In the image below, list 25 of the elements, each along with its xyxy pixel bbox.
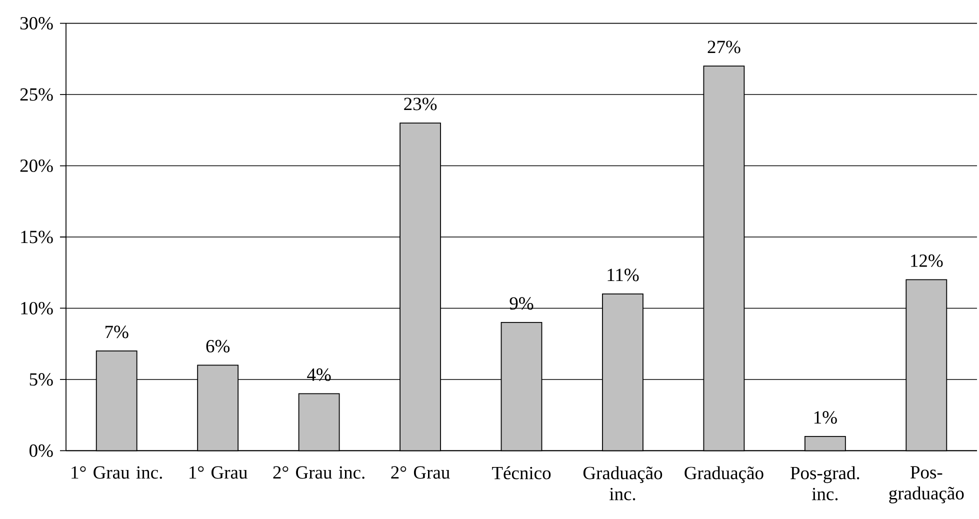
x-tick-label: Pos-graduação: [889, 466, 964, 504]
data-label: 1%: [814, 411, 837, 424]
data-label: 23%: [404, 98, 437, 110]
y-tick-label: 30%: [20, 17, 53, 30]
y-tick-label: 20%: [20, 159, 53, 172]
x-tick-label: Graduação: [684, 466, 764, 484]
y-tick-label: 25%: [20, 88, 53, 101]
data-label: 4%: [307, 368, 331, 381]
x-tick-label: Técnico: [492, 466, 551, 480]
x-tick-label: 2° Grau inc.: [273, 466, 364, 479]
y-tick-label: 15%: [21, 230, 53, 244]
data-label: 12%: [911, 254, 943, 267]
data-label: 7%: [106, 326, 128, 338]
x-tick-label: 1° Grau: [190, 466, 248, 479]
x-tick-label: Pos-grad. inc.: [790, 466, 860, 500]
x-tick-label: 1° Grau inc.: [72, 466, 162, 479]
x-tick-label: 2° Grau: [391, 466, 450, 479]
x-tick-label: Graduação inc.: [583, 466, 662, 500]
data-label: 6%: [206, 340, 230, 352]
y-tick-label: 10%: [21, 302, 53, 315]
data-label: 11%: [608, 268, 639, 282]
data-label: 27%: [708, 40, 740, 54]
y-tick-label: 0%: [30, 444, 53, 457]
data-label: 9%: [510, 297, 534, 310]
y-tick-label: 5%: [30, 373, 53, 386]
